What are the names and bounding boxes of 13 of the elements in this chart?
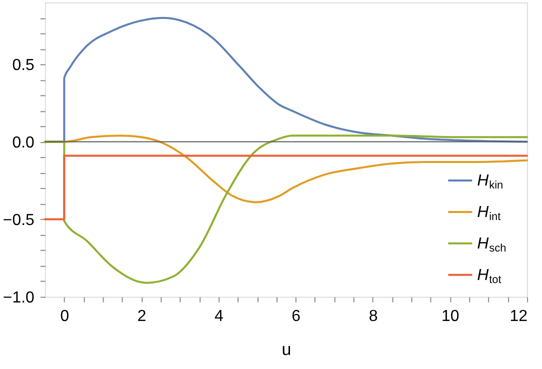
x-tick-label: 2 bbox=[137, 308, 146, 326]
x-tick-label: 10 bbox=[442, 308, 460, 326]
x-tick-label: 6 bbox=[292, 308, 301, 326]
y-tick-label: 0.0 bbox=[12, 134, 35, 152]
x-tick-label: 0 bbox=[60, 308, 70, 326]
y-tick-label: 0.5 bbox=[12, 56, 35, 74]
y-tick-label: −0.5 bbox=[2, 212, 35, 229]
y-tick-label: −1.0 bbox=[2, 289, 35, 306]
x-tick-label: 8 bbox=[368, 308, 378, 326]
x-tick-label: 12 bbox=[510, 308, 528, 326]
line-series bbox=[44, 134, 528, 284]
x-axis-title: u bbox=[282, 340, 292, 360]
x-tick-label: 4 bbox=[214, 308, 224, 326]
